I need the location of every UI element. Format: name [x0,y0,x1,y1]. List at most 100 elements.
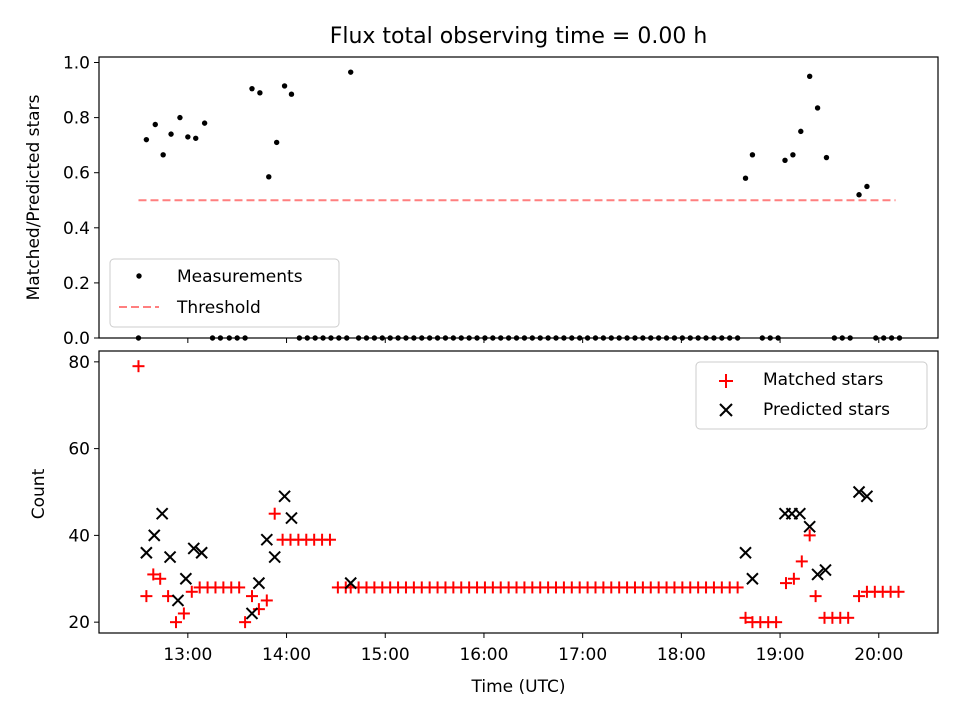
data-point [193,135,199,141]
legend-measurements-marker [136,273,142,279]
y-tick-label: 0.6 [63,164,90,184]
data-point [819,563,832,577]
data-point [793,507,807,520]
data-point [892,585,905,598]
data-point [177,607,190,620]
data-point [739,611,752,624]
data-point [260,594,273,607]
data-point [140,546,153,559]
data-point [195,546,208,559]
data-point [856,192,862,198]
y-tick-label: 0.0 [63,329,90,349]
y-tick-label: 80 [68,353,90,373]
data-point [268,550,281,564]
data-point [288,91,295,97]
data-point [201,120,208,126]
y-tick-label: 0.8 [63,109,90,129]
data-point [132,360,145,373]
data-point [749,152,756,158]
y-tick-label: 40 [68,526,90,546]
bottom-legend: Matched stars Predicted stars [695,361,928,430]
data-point [806,73,813,79]
data-point [233,581,246,594]
data-point [798,128,804,135]
data-point [731,581,744,594]
y-tick-label: 60 [68,440,90,460]
data-point [148,529,161,542]
legend-predicted-marker [719,403,733,417]
data-point [147,568,160,581]
data-point [770,616,783,629]
data-point [746,572,759,585]
data-point [162,590,175,603]
data-point [273,139,280,146]
data-point [348,69,354,75]
x-tick-label: 15:00 [361,645,410,665]
data-point [171,594,185,607]
data-point [260,533,274,546]
legend-matched-marker [719,374,733,388]
data-point [177,114,183,121]
data-point [252,576,266,590]
data-point [860,490,874,503]
top-panel: Flux total observing time = 0.00 h Match… [24,24,939,349]
data-point [140,590,153,603]
data-point [803,529,816,542]
data-point [245,607,259,620]
top-legend-box [109,258,340,328]
y-tick-label: 0.2 [63,274,90,294]
data-point [239,616,252,629]
series-matched-stars [132,360,905,629]
x-tick-label: 13:00 [163,645,212,665]
data-point [143,136,150,143]
series-predicted-stars [140,485,874,620]
data-point [814,105,821,111]
data-point [739,546,752,559]
bottom-plot-area: 20 40 60 80 13:00 14:00 15:00 16:00 17:00 18:00 19… [68,353,905,665]
data-point [266,174,272,180]
x-tick-label: 17:00 [558,645,607,665]
data-point [742,175,749,181]
data-point [779,577,792,590]
y-tick-label: 1.0 [63,54,90,74]
data-point [811,568,824,581]
data-point [278,490,291,503]
data-point [257,90,263,96]
data-point [185,134,191,140]
data-point [323,533,336,546]
bottom-legend-box [695,361,928,430]
data-point [864,183,870,190]
data-point [809,590,822,603]
data-point [163,550,177,564]
y-tick-label: 20 [68,613,90,633]
data-point [281,83,288,89]
data-point [252,603,265,616]
data-point [179,572,193,585]
x-tick-label: 16:00 [459,645,508,665]
data-point [185,585,198,598]
data-point [160,152,166,158]
x-tick-label: 19:00 [756,645,805,665]
legend-threshold-label: Threshold [176,298,261,318]
top-axes-frame [98,56,939,339]
legend-measurements-label: Measurements [177,267,303,287]
x-tick-label: 20:00 [854,645,903,665]
data-point [285,511,298,525]
data-point [169,616,182,629]
data-point [842,611,855,624]
data-point [187,542,200,555]
data-point [852,485,866,499]
data-point [249,85,255,92]
bottom-y-axis-label: Count [29,468,49,519]
data-point [782,157,788,164]
data-point [795,555,808,568]
legend-predicted-label: Predicted stars [763,400,890,420]
data-point [823,154,830,161]
data-point [790,152,796,158]
legend-matched-label: Matched stars [763,370,883,390]
bottom-panel: Count Time (UTC) 20 40 60 80 13:00 14:00 15:00… [29,350,939,697]
bottom-x-axis-label: Time (UTC) [471,677,566,697]
data-point [152,121,158,128]
data-point [168,131,174,137]
